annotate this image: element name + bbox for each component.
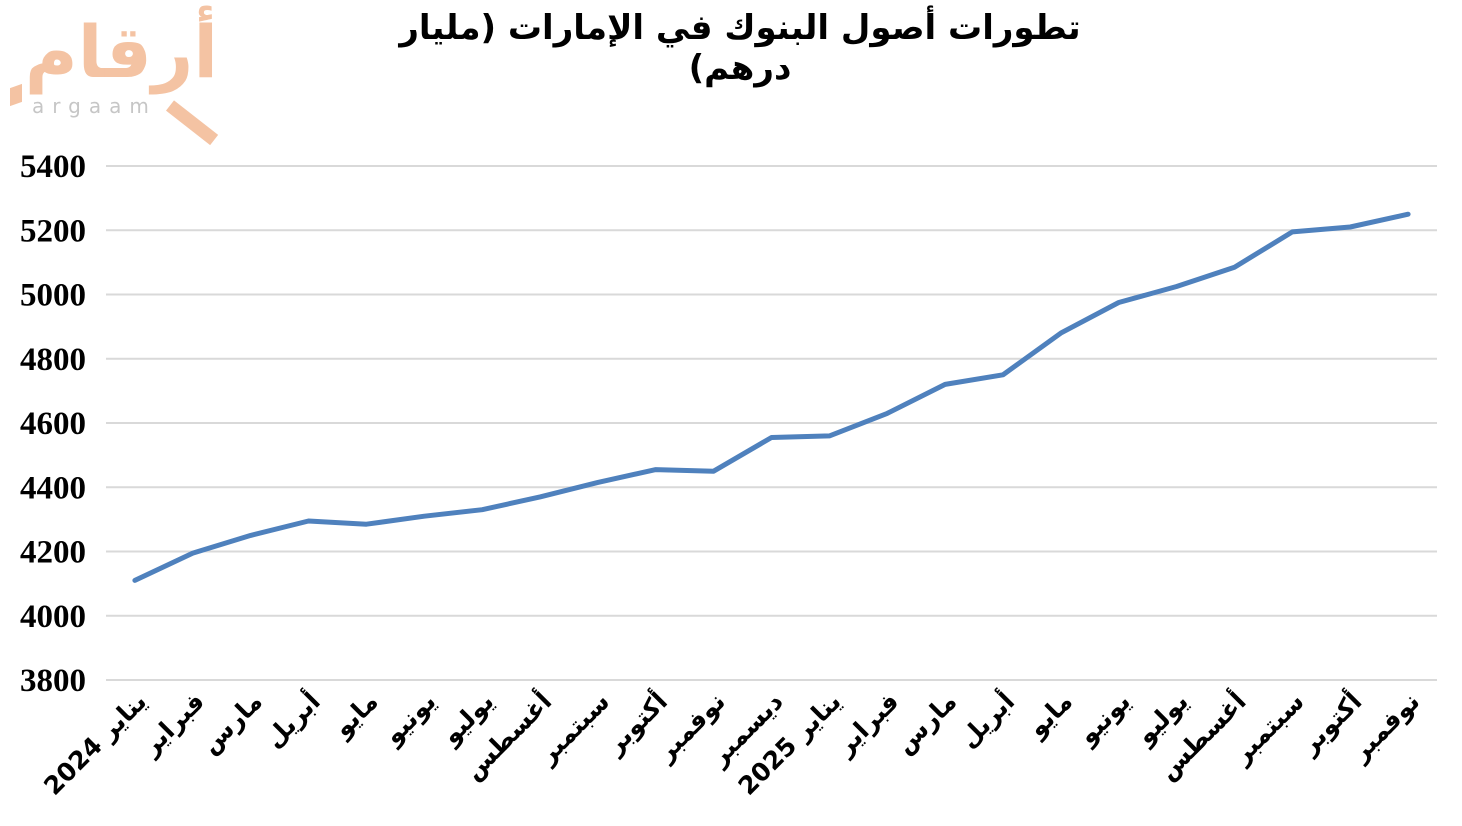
y-axis-tick-label-5000: 5000: [20, 278, 86, 314]
x-axis-tick-label-15: أبريل: [952, 685, 1021, 754]
y-axis-tick-label-4400: 4400: [20, 470, 86, 506]
argaam-logo-arabic-wordmark: أرقام: [24, 10, 218, 94]
x-axis-tick-label-0: يناير 2024: [38, 687, 153, 802]
x-axis-tick-label-3: أبريل: [258, 685, 327, 754]
x-axis-tick-label-16: مايو: [1021, 687, 1079, 745]
x-axis-tick-label-17: يونيو: [1071, 687, 1136, 752]
x-axis-tick-label-13: فبراير: [829, 687, 905, 763]
y-axis-tick-label-3800: 3800: [20, 663, 86, 699]
y-axis-tick-label-5200: 5200: [20, 213, 86, 249]
x-axis-tick-label-1: فبراير: [135, 687, 211, 763]
y-axis-tick-label-4200: 4200: [20, 535, 86, 571]
x-axis-tick-label-14: مارس: [890, 687, 963, 760]
argaam-logo-latin-wordmark: argaam: [32, 94, 157, 118]
y-axis-tick-label-4600: 4600: [20, 406, 86, 442]
y-axis-tick-label-5400: 5400: [20, 149, 86, 185]
data-series-line: [132, 211, 1411, 583]
y-axis-tick-label-4800: 4800: [20, 342, 86, 378]
x-axis-tick-label-2: مارس: [195, 687, 268, 760]
chart-title: تطورات أصول البنوك في الإمارات (مليار در…: [399, 8, 1081, 88]
y-axis-tick-label-4000: 4000: [20, 599, 86, 635]
x-axis-tick-label-4: مايو: [326, 687, 384, 745]
argaam-logo: أرقام argaam: [10, 6, 219, 146]
x-axis-tick-label-5: يونيو: [377, 687, 442, 752]
